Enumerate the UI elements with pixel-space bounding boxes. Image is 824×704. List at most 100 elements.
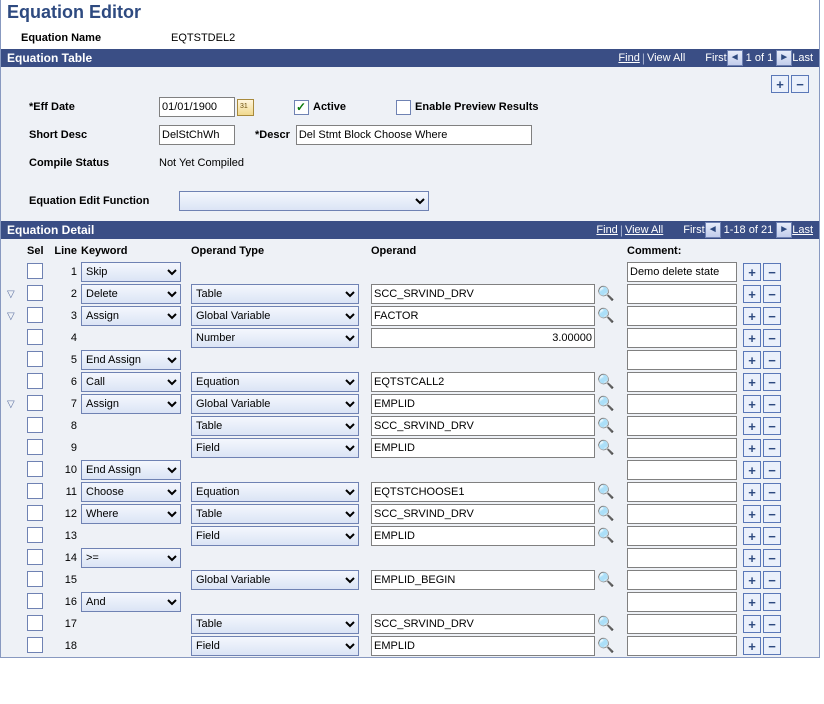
row-delete-button[interactable]: − xyxy=(763,263,781,281)
row-delete-button[interactable]: − xyxy=(763,307,781,325)
row-select-checkbox[interactable] xyxy=(27,285,43,301)
operand-input[interactable] xyxy=(371,328,595,348)
row-add-button[interactable]: + xyxy=(743,285,761,303)
eqtable-viewall[interactable]: View All xyxy=(647,52,685,64)
row-delete-button[interactable]: − xyxy=(763,285,781,303)
row-add-button[interactable]: + xyxy=(743,439,761,457)
row-select-checkbox[interactable] xyxy=(27,593,43,609)
keyword-select[interactable]: Assign xyxy=(81,394,181,414)
row-add-button[interactable]: + xyxy=(743,527,761,545)
operand-input[interactable] xyxy=(371,394,595,414)
lookup-icon[interactable]: 🔍 xyxy=(597,616,613,632)
keyword-select[interactable]: Choose xyxy=(81,482,181,502)
comment-input[interactable] xyxy=(627,504,737,524)
row-add-button[interactable]: + xyxy=(743,373,761,391)
comment-input[interactable] xyxy=(627,482,737,502)
row-add-button[interactable]: + xyxy=(743,593,761,611)
operand-input[interactable] xyxy=(371,570,595,590)
row-select-checkbox[interactable] xyxy=(27,307,43,323)
operand-type-select[interactable]: Table xyxy=(191,504,359,524)
operand-type-select[interactable]: Table xyxy=(191,416,359,436)
comment-input[interactable] xyxy=(627,372,737,392)
operand-type-select[interactable]: Field xyxy=(191,526,359,546)
lookup-icon[interactable]: 🔍 xyxy=(597,396,613,412)
row-select-checkbox[interactable] xyxy=(27,527,43,543)
row-select-checkbox[interactable] xyxy=(27,329,43,345)
row-select-checkbox[interactable] xyxy=(27,483,43,499)
comment-input[interactable] xyxy=(627,614,737,634)
lookup-icon[interactable]: 🔍 xyxy=(597,528,613,544)
comment-input[interactable] xyxy=(627,394,737,414)
preview-checkbox[interactable] xyxy=(396,100,411,115)
keyword-select[interactable]: Skip xyxy=(81,262,181,282)
operand-input[interactable] xyxy=(371,438,595,458)
operand-input[interactable] xyxy=(371,416,595,436)
nav-next-icon[interactable]: ► xyxy=(776,222,792,238)
operand-type-select[interactable]: Field xyxy=(191,438,359,458)
eqtable-add-row-button[interactable]: + xyxy=(771,75,789,93)
row-delete-button[interactable]: − xyxy=(763,417,781,435)
row-delete-button[interactable]: − xyxy=(763,505,781,523)
short-desc-input[interactable] xyxy=(159,125,235,145)
lookup-icon[interactable]: 🔍 xyxy=(597,440,613,456)
operand-input[interactable] xyxy=(371,482,595,502)
eqtable-find-link[interactable]: Find xyxy=(618,52,639,64)
row-delete-button[interactable]: − xyxy=(763,483,781,501)
expand-toggle-icon[interactable]: ▽ xyxy=(7,311,17,322)
operand-input[interactable] xyxy=(371,372,595,392)
eqdetail-nav-first-label[interactable]: First xyxy=(683,224,704,236)
operand-input[interactable] xyxy=(371,636,595,656)
calendar-icon[interactable] xyxy=(237,99,254,116)
comment-input[interactable] xyxy=(627,570,737,590)
expand-toggle-icon[interactable]: ▽ xyxy=(7,289,17,300)
keyword-select[interactable]: Where xyxy=(81,504,181,524)
row-select-checkbox[interactable] xyxy=(27,505,43,521)
lookup-icon[interactable]: 🔍 xyxy=(597,286,613,302)
row-add-button[interactable]: + xyxy=(743,615,761,633)
row-add-button[interactable]: + xyxy=(743,483,761,501)
row-delete-button[interactable]: − xyxy=(763,593,781,611)
row-add-button[interactable]: + xyxy=(743,505,761,523)
expand-toggle-icon[interactable]: ▽ xyxy=(7,399,17,410)
comment-input[interactable] xyxy=(627,328,737,348)
operand-input[interactable] xyxy=(371,306,595,326)
comment-input[interactable] xyxy=(627,592,737,612)
eff-date-input[interactable] xyxy=(159,97,235,117)
row-select-checkbox[interactable] xyxy=(27,417,43,433)
row-add-button[interactable]: + xyxy=(743,263,761,281)
row-select-checkbox[interactable] xyxy=(27,351,43,367)
row-select-checkbox[interactable] xyxy=(27,263,43,279)
comment-input[interactable] xyxy=(627,636,737,656)
eqtable-nav-last-label[interactable]: Last xyxy=(792,52,813,64)
comment-input[interactable] xyxy=(627,284,737,304)
operand-type-select[interactable]: Global Variable xyxy=(191,306,359,326)
eqtable-del-row-button[interactable]: − xyxy=(791,75,809,93)
descr-input[interactable] xyxy=(296,125,532,145)
keyword-select[interactable]: Delete xyxy=(81,284,181,304)
keyword-select[interactable]: End Assign xyxy=(81,350,181,370)
row-add-button[interactable]: + xyxy=(743,571,761,589)
row-select-checkbox[interactable] xyxy=(27,395,43,411)
operand-input[interactable] xyxy=(371,526,595,546)
row-delete-button[interactable]: − xyxy=(763,329,781,347)
operand-input[interactable] xyxy=(371,614,595,634)
eqtable-nav-first-label[interactable]: First xyxy=(705,52,726,64)
lookup-icon[interactable]: 🔍 xyxy=(597,572,613,588)
nav-next-icon[interactable]: ► xyxy=(776,50,792,66)
keyword-select[interactable]: Call xyxy=(81,372,181,392)
eqdetail-viewall-link[interactable]: View All xyxy=(625,224,663,236)
row-add-button[interactable]: + xyxy=(743,549,761,567)
operand-type-select[interactable]: Equation xyxy=(191,372,359,392)
lookup-icon[interactable]: 🔍 xyxy=(597,374,613,390)
lookup-icon[interactable]: 🔍 xyxy=(597,638,613,654)
comment-input[interactable] xyxy=(627,460,737,480)
lookup-icon[interactable]: 🔍 xyxy=(597,418,613,434)
row-select-checkbox[interactable] xyxy=(27,571,43,587)
row-delete-button[interactable]: − xyxy=(763,351,781,369)
row-delete-button[interactable]: − xyxy=(763,571,781,589)
nav-prev-icon[interactable]: ◄ xyxy=(705,222,721,238)
row-add-button[interactable]: + xyxy=(743,351,761,369)
row-add-button[interactable]: + xyxy=(743,329,761,347)
row-select-checkbox[interactable] xyxy=(27,439,43,455)
row-delete-button[interactable]: − xyxy=(763,615,781,633)
